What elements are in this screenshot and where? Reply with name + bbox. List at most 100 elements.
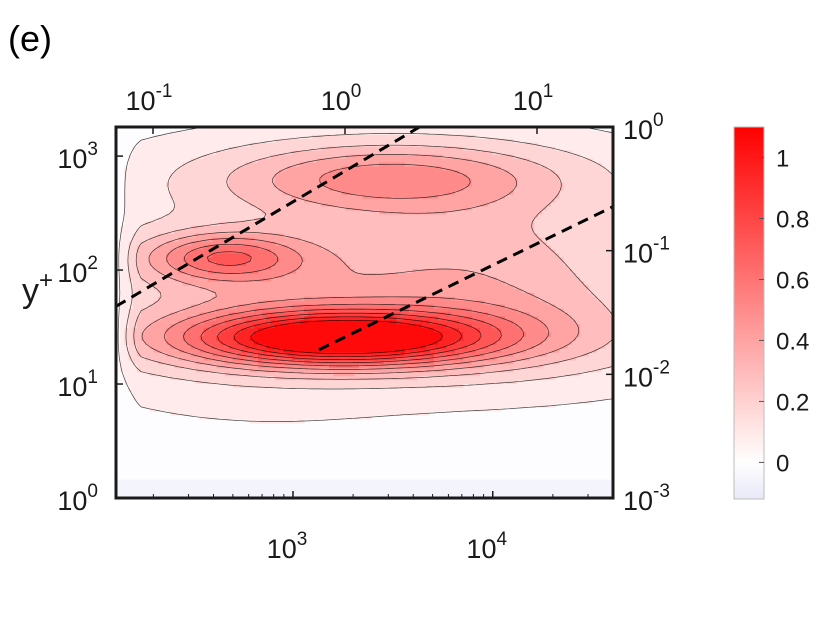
contour-band	[249, 320, 443, 353]
contour-cell	[320, 174, 468, 179]
contour-line	[250, 319, 443, 355]
contour-cell	[412, 269, 468, 274]
plot-low-band	[116, 479, 613, 498]
contour-cell	[199, 415, 372, 420]
contour-cell	[329, 170, 460, 175]
tick-exponent: -2	[653, 357, 670, 378]
colorbar-tick-label: 0	[776, 450, 789, 477]
colorbar-tick-label: 1	[776, 145, 789, 172]
contour-cell	[141, 241, 547, 247]
contour-cell	[166, 273, 485, 278]
contour-cell	[128, 387, 613, 393]
contour-cell	[212, 237, 255, 243]
tick-exponent: 3	[87, 139, 98, 160]
contour-cell	[320, 201, 489, 207]
contour-line	[233, 316, 463, 358]
contour-cell	[191, 225, 535, 231]
contour-cell	[191, 241, 276, 247]
top-tick-label: 10-1	[126, 81, 173, 116]
y-tick-label: 102	[57, 253, 98, 288]
contour-cell	[136, 245, 551, 250]
tick-exponent: 0	[87, 481, 98, 502]
contour-cell	[212, 288, 522, 294]
contour-cell	[191, 127, 593, 132]
contour-cell	[191, 273, 284, 278]
tick-base: 10	[623, 362, 653, 392]
contour-cell	[291, 150, 493, 156]
contour-cell	[253, 340, 439, 345]
contour-cell	[274, 138, 514, 144]
tick-base: 10	[513, 86, 543, 116]
contour-cell	[136, 253, 560, 258]
tick-exponent: 2	[87, 253, 98, 274]
plot-frame	[114, 125, 615, 500]
contour-cell	[291, 355, 397, 361]
contour-cell	[136, 399, 593, 404]
contour-cell	[232, 383, 464, 389]
contour-cell	[195, 233, 284, 239]
contour-cell	[303, 316, 397, 321]
contour-cell	[312, 134, 476, 140]
contour-cell	[195, 379, 518, 385]
contour-cell	[341, 190, 455, 195]
tick-base: 10	[623, 486, 653, 516]
tick-exponent: 4	[496, 529, 507, 550]
colorbar-tick-label: 0.6	[776, 267, 809, 294]
contour-line	[217, 312, 482, 361]
colorbar: 0 0.2 0.4 0.6 0.8 1	[733, 126, 809, 500]
tick-exponent: -3	[653, 481, 670, 502]
right-tick-label: 10-1	[623, 234, 670, 269]
contour-cell	[253, 217, 535, 223]
right-tick-label: 10-3	[623, 481, 670, 516]
contour-cell	[291, 304, 435, 310]
contour-cell	[174, 229, 535, 235]
contour-cell	[207, 269, 259, 274]
contour-cell	[132, 395, 613, 400]
contour-cell	[212, 253, 251, 258]
contour-cell	[362, 194, 439, 199]
right-tick-label: 10-2	[623, 357, 670, 392]
contour-cell	[249, 336, 443, 341]
contour-cell	[316, 158, 472, 164]
contour-cell	[274, 324, 422, 329]
colorbar-bar	[733, 126, 765, 500]
contour-cell	[274, 375, 418, 381]
contour-cell	[170, 411, 430, 416]
contour-cell	[345, 205, 472, 211]
contour-cell	[258, 300, 485, 306]
contour-line	[163, 163, 550, 370]
contour-line	[183, 243, 524, 367]
contour-line	[200, 251, 502, 364]
colorbar-tick-label: 0.4	[776, 328, 809, 355]
contour-cell	[136, 261, 564, 266]
contour-cell	[220, 221, 535, 227]
tick-base: 10	[126, 86, 156, 116]
contour-line	[133, 144, 613, 380]
contour-cell	[207, 276, 272, 282]
tick-exponent: 1	[87, 367, 98, 388]
tick-base: 10	[466, 534, 496, 564]
contour-cell	[341, 166, 443, 172]
contour-cell	[199, 284, 514, 290]
contour-cell	[379, 162, 405, 168]
tick-exponent: 1	[543, 81, 554, 102]
contour-cell	[136, 249, 556, 254]
tick-exponent: -1	[156, 81, 173, 102]
y-tick-label: 100	[57, 481, 98, 516]
reference-lines	[116, 127, 613, 352]
contour-line	[117, 127, 613, 422]
x-tick-label: 103	[267, 529, 308, 564]
contour-cell	[320, 146, 464, 152]
contour-cell	[174, 276, 497, 282]
contour-fills	[117, 127, 613, 424]
y-tick-label: 103	[57, 139, 98, 174]
contour-cell	[136, 257, 564, 262]
contour-cell	[320, 178, 472, 183]
tick-exponent: -1	[653, 234, 670, 255]
tick-exponent: 0	[653, 110, 664, 131]
contour-cell	[303, 308, 409, 314]
y-label-main: y	[22, 272, 39, 310]
colorbar-tick-label: 0.8	[776, 206, 809, 233]
